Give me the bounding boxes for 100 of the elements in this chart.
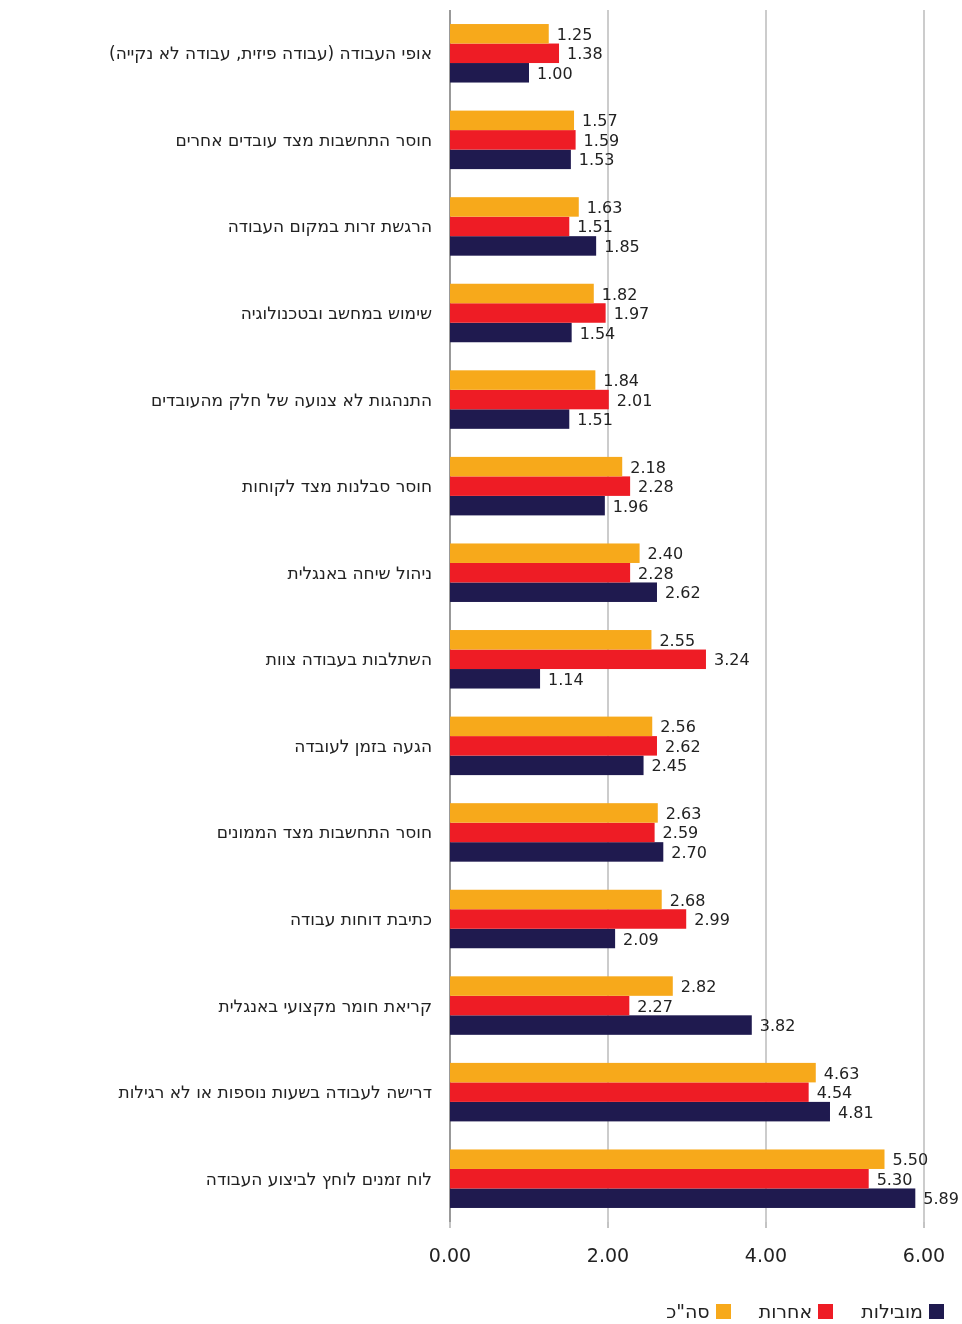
y-tick-label: הגעה בזמן לעובדה <box>294 735 432 756</box>
bar <box>450 1149 885 1169</box>
data-label: 2.70 <box>671 842 707 862</box>
bar <box>450 216 570 237</box>
data-label: 3.82 <box>759 1016 796 1036</box>
data-label: 1.54 <box>579 323 616 343</box>
x-tick-label: 6.00 <box>902 1244 946 1266</box>
bar <box>450 1015 752 1035</box>
legend-label: מובילות <box>861 1300 923 1322</box>
bar <box>450 1082 809 1102</box>
bar <box>450 197 579 217</box>
data-label: 1.51 <box>577 217 613 237</box>
bar <box>450 842 664 862</box>
bar <box>450 928 616 949</box>
data-label: 2.59 <box>662 823 699 843</box>
bar <box>450 110 575 131</box>
bar <box>450 1188 916 1208</box>
bar <box>450 562 631 583</box>
bar <box>450 1168 869 1189</box>
y-tick-label: שימוש במחשב ובטכנולוגיה <box>240 303 432 323</box>
data-label: 1.38 <box>567 44 603 64</box>
y-tick-label: חוסר התחשבות מצד הממונים <box>216 822 432 843</box>
data-label: 2.27 <box>637 996 673 1016</box>
bar <box>450 755 644 776</box>
data-label: 1.53 <box>578 150 615 170</box>
data-label: 1.14 <box>548 669 584 689</box>
y-tick-label: ניהול שיחה באנגלית <box>287 562 432 583</box>
data-label: 2.28 <box>638 563 674 583</box>
data-label: 1.00 <box>537 63 573 83</box>
data-label: 2.09 <box>623 929 659 949</box>
bar <box>450 909 687 929</box>
bar <box>450 43 560 64</box>
bar <box>450 716 653 737</box>
bar <box>450 370 596 390</box>
y-tick-label: לוח זמנים לוחץ לביצוע העבודה <box>205 1168 432 1189</box>
x-tick-label: 0.00 <box>428 1244 472 1266</box>
bar <box>450 303 606 323</box>
bar <box>450 1062 816 1083</box>
data-label: 2.62 <box>664 583 701 603</box>
bar <box>450 822 655 843</box>
bar <box>450 1101 830 1122</box>
data-label: 2.68 <box>669 890 706 910</box>
y-tick-label: הרגשת זרות במקום העבודה <box>227 216 432 237</box>
x-tick-label: 4.00 <box>744 1244 788 1266</box>
bar <box>450 63 529 83</box>
data-label: 1.51 <box>577 410 613 430</box>
data-label: 2.82 <box>680 977 717 997</box>
bar <box>450 736 657 756</box>
data-label: 1.85 <box>604 236 640 256</box>
bar <box>450 976 673 996</box>
data-label: 2.62 <box>664 736 701 756</box>
data-label: 2.01 <box>616 390 653 410</box>
data-label: 3.24 <box>713 650 750 670</box>
y-tick-label: השתלבות בעבודה צוות <box>265 649 432 670</box>
data-label: 1.82 <box>601 284 638 304</box>
bar <box>450 669 541 689</box>
data-label: 2.99 <box>694 910 730 929</box>
bar <box>450 582 657 602</box>
data-label: 5.89 <box>923 1189 959 1209</box>
y-tick-label: חוסר התחשבות מצד עובדים אחרים <box>175 129 432 150</box>
data-label: 2.55 <box>659 630 696 650</box>
data-label: 1.63 <box>586 197 623 217</box>
legend-label: סה"כ <box>666 1300 710 1322</box>
bar <box>450 236 597 256</box>
data-label: 2.40 <box>647 544 684 564</box>
bar <box>450 889 662 910</box>
data-label: 5.30 <box>876 1169 913 1189</box>
bar <box>450 476 631 496</box>
bar <box>450 130 576 150</box>
bar <box>450 456 623 477</box>
bar <box>450 149 571 170</box>
legend-label: אחרות <box>758 1300 813 1322</box>
x-tick-label: 2.00 <box>586 1244 630 1266</box>
bar <box>450 409 570 429</box>
bar <box>450 322 572 343</box>
bar <box>450 389 609 410</box>
bar <box>450 803 658 823</box>
data-label: 1.96 <box>612 496 649 516</box>
bar <box>450 649 706 670</box>
y-tick-label: אופי העבודה (עבודה פיזית, עבודה לא נקייה) <box>109 43 432 64</box>
data-label: 1.25 <box>556 24 593 44</box>
bar <box>450 283 594 304</box>
data-label: 1.57 <box>582 111 618 131</box>
data-label: 4.54 <box>816 1083 853 1103</box>
bar <box>450 495 605 516</box>
data-label: 1.97 <box>613 304 650 323</box>
y-tick-label: דרישה לעבודה בשעות נוספות או לא רגילות <box>118 1082 432 1103</box>
bar <box>450 543 640 563</box>
data-label: 2.63 <box>665 803 702 823</box>
y-tick-label: קריאת חומר מקצועי באנגלית <box>218 995 432 1016</box>
data-label: 5.50 <box>892 1150 929 1170</box>
y-tick-label: כתיבת דוחות עבודה <box>289 909 432 929</box>
data-label: 2.56 <box>660 717 696 737</box>
data-label: 2.45 <box>651 756 688 776</box>
bar <box>450 24 549 44</box>
data-label: 4.81 <box>837 1102 874 1122</box>
data-label: 2.28 <box>638 477 674 497</box>
y-tick-label: התנהגות לא צנועה של חלק מהעובדים <box>151 389 432 410</box>
data-label: 1.84 <box>603 371 639 391</box>
bar <box>450 630 652 650</box>
